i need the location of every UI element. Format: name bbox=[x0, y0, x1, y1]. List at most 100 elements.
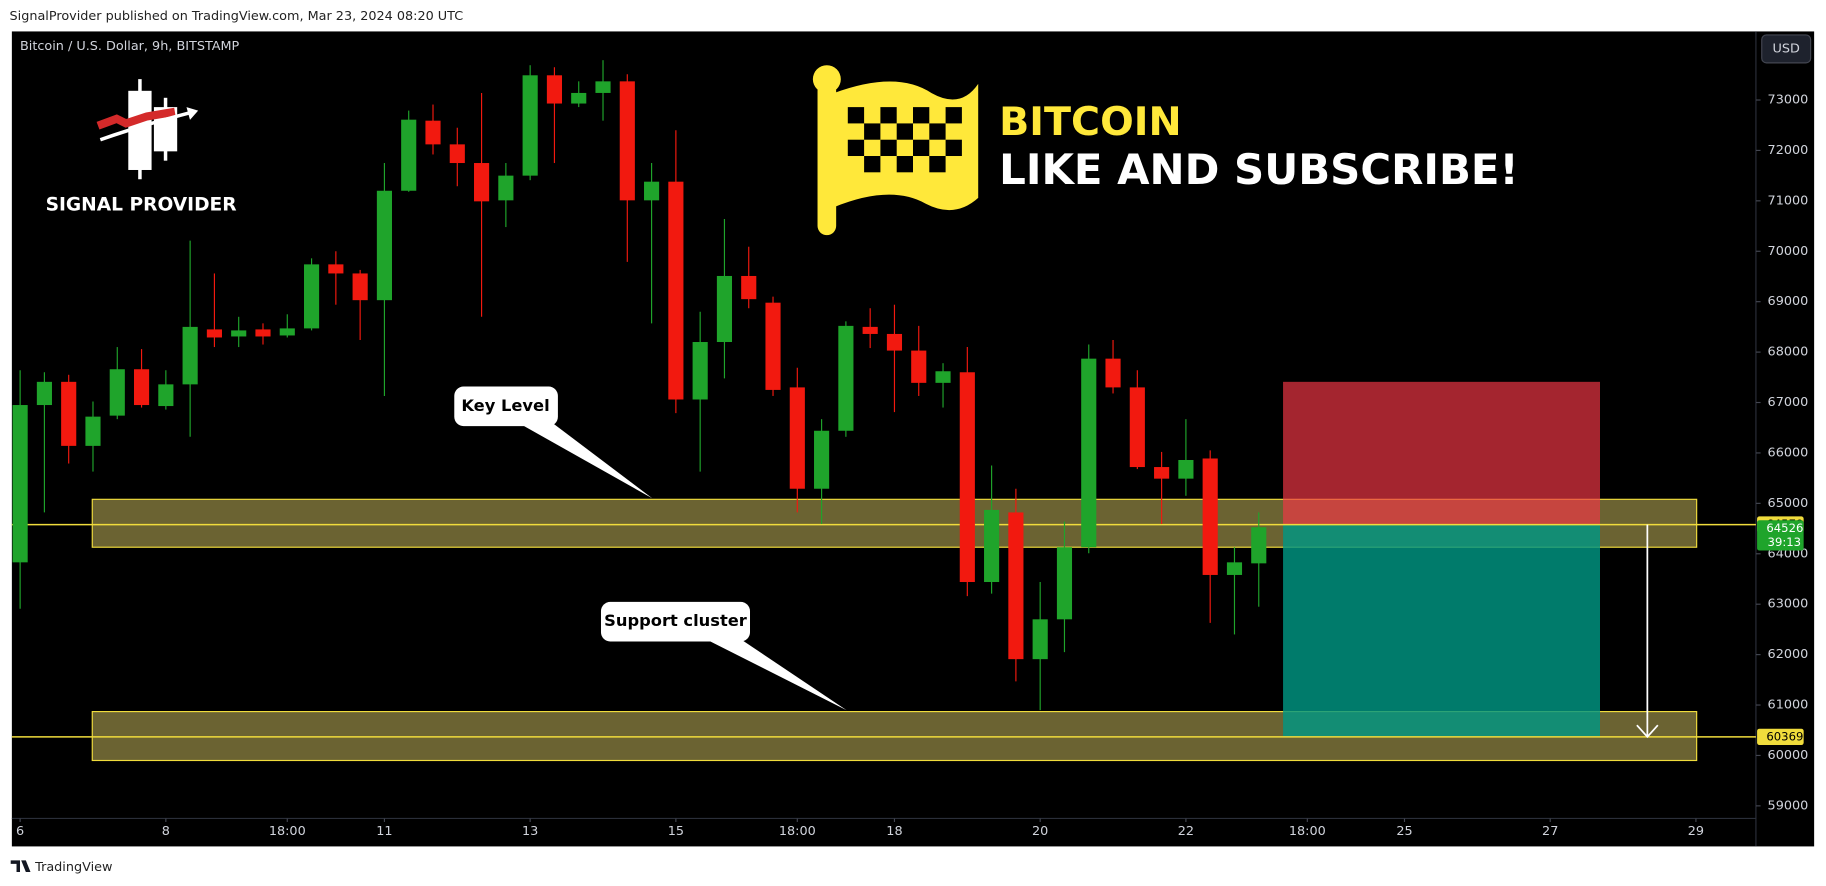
candle-body bbox=[935, 371, 951, 383]
candle-body bbox=[36, 381, 52, 406]
candle-body bbox=[61, 381, 77, 446]
candle-body bbox=[231, 330, 247, 337]
candle-body bbox=[206, 329, 222, 338]
candle-body bbox=[1056, 547, 1073, 620]
y-tick-label: 68000 bbox=[1768, 345, 1809, 360]
candle-body bbox=[595, 81, 611, 93]
candle-body bbox=[328, 264, 344, 274]
candle-body bbox=[1178, 459, 1194, 479]
candle-body bbox=[838, 325, 854, 431]
candle-body bbox=[279, 328, 295, 336]
candle-body bbox=[886, 333, 903, 351]
candle-body bbox=[425, 120, 441, 145]
candle-body bbox=[1251, 527, 1267, 564]
candle-body bbox=[1032, 619, 1048, 660]
candle-body bbox=[352, 273, 368, 301]
candle-body bbox=[1105, 358, 1121, 388]
x-tick-label: 18:00 bbox=[269, 824, 306, 839]
candle-body bbox=[546, 75, 563, 104]
x-tick-label: 18 bbox=[886, 824, 902, 839]
candle-body bbox=[1154, 467, 1170, 479]
y-tick-label: 60000 bbox=[1768, 748, 1809, 763]
candle-body bbox=[12, 405, 28, 563]
x-tick-label: 29 bbox=[1688, 824, 1704, 839]
annotation: Support cluster bbox=[604, 611, 747, 630]
flag-icon bbox=[812, 65, 979, 236]
x-tick-label: 8 bbox=[162, 824, 170, 839]
candle-body bbox=[1226, 562, 1243, 575]
footer-logo bbox=[10, 860, 31, 873]
candle-body bbox=[644, 181, 660, 201]
y-tick-label: 66000 bbox=[1768, 445, 1809, 460]
x-tick-label: 15 bbox=[668, 824, 684, 839]
x-tick-label: 13 bbox=[522, 824, 538, 839]
candle-body bbox=[862, 326, 878, 334]
candle-body bbox=[619, 81, 635, 201]
y-tick-label: 67000 bbox=[1768, 395, 1809, 410]
target-area bbox=[1283, 524, 1600, 737]
candle-body bbox=[911, 350, 927, 383]
chart-title: Bitcoin / U.S. Dollar, 9h, BITSTAMP bbox=[20, 39, 240, 54]
brand: SIGNAL PROVIDER bbox=[46, 194, 237, 215]
candle-body bbox=[1202, 458, 1218, 575]
x-tick-label: 22 bbox=[1178, 824, 1194, 839]
y-tick-label: 62000 bbox=[1768, 647, 1809, 662]
candle-body bbox=[814, 430, 830, 489]
stop-area bbox=[1283, 381, 1600, 525]
y-tick-label: 69000 bbox=[1768, 294, 1809, 309]
candle-body bbox=[571, 92, 587, 104]
annotation: Key Level bbox=[461, 396, 549, 415]
x-tick-label: 6 bbox=[16, 824, 24, 839]
footer: TradingView bbox=[34, 860, 112, 875]
candle-body bbox=[304, 264, 320, 329]
candle-body bbox=[1081, 358, 1097, 548]
candle-body bbox=[498, 175, 514, 201]
headline: BITCOIN bbox=[999, 99, 1181, 145]
candle-body bbox=[1129, 387, 1145, 468]
currency[interactable]: USD bbox=[1773, 41, 1800, 56]
callout-key-level bbox=[454, 386, 653, 499]
candle-body bbox=[376, 190, 392, 301]
x-tick-label: 11 bbox=[376, 824, 392, 839]
y-tick-label: 70000 bbox=[1768, 244, 1809, 259]
y-tick-label: 73000 bbox=[1768, 93, 1809, 108]
candle-body bbox=[741, 275, 757, 300]
subheadline: LIKE AND SUBSCRIBE! bbox=[999, 145, 1519, 194]
candle-body bbox=[109, 369, 125, 416]
candle-body bbox=[522, 75, 538, 176]
y-tick-label: 71000 bbox=[1768, 193, 1809, 208]
candle-body bbox=[668, 181, 684, 400]
candle-body bbox=[789, 387, 805, 489]
arrow-head bbox=[1636, 724, 1659, 739]
x-tick-label: 20 bbox=[1032, 824, 1048, 839]
candle-body bbox=[401, 119, 417, 191]
candle-body bbox=[716, 275, 733, 343]
candle-body bbox=[182, 326, 198, 385]
candle-body bbox=[765, 302, 781, 390]
x-tick-label: 27 bbox=[1542, 824, 1558, 839]
price-label-bg bbox=[1757, 728, 1804, 745]
candle-body bbox=[255, 329, 271, 337]
candle-body bbox=[692, 342, 708, 400]
x-tick-label: 25 bbox=[1396, 824, 1412, 839]
currency-button[interactable] bbox=[1761, 34, 1812, 64]
candle-body bbox=[158, 384, 174, 407]
x-tick-label: 18:00 bbox=[779, 824, 816, 839]
candle-body bbox=[959, 372, 975, 583]
header: SignalProvider published on TradingView.… bbox=[10, 9, 464, 24]
y-tick-label: 72000 bbox=[1768, 143, 1809, 158]
y-tick-label: 65000 bbox=[1768, 496, 1809, 511]
logo bbox=[96, 79, 199, 180]
last-price: 64526 bbox=[1766, 521, 1803, 535]
candle-body bbox=[1008, 512, 1024, 660]
candle-body bbox=[449, 144, 465, 164]
candle-body bbox=[85, 416, 101, 446]
y-tick-label: 59000 bbox=[1768, 798, 1809, 813]
x-tick-label: 18:00 bbox=[1289, 824, 1326, 839]
candle-body bbox=[984, 509, 1000, 583]
candle-body bbox=[474, 163, 490, 202]
last-price-bg bbox=[1757, 520, 1804, 551]
y-tick-label: 63000 bbox=[1768, 597, 1809, 612]
